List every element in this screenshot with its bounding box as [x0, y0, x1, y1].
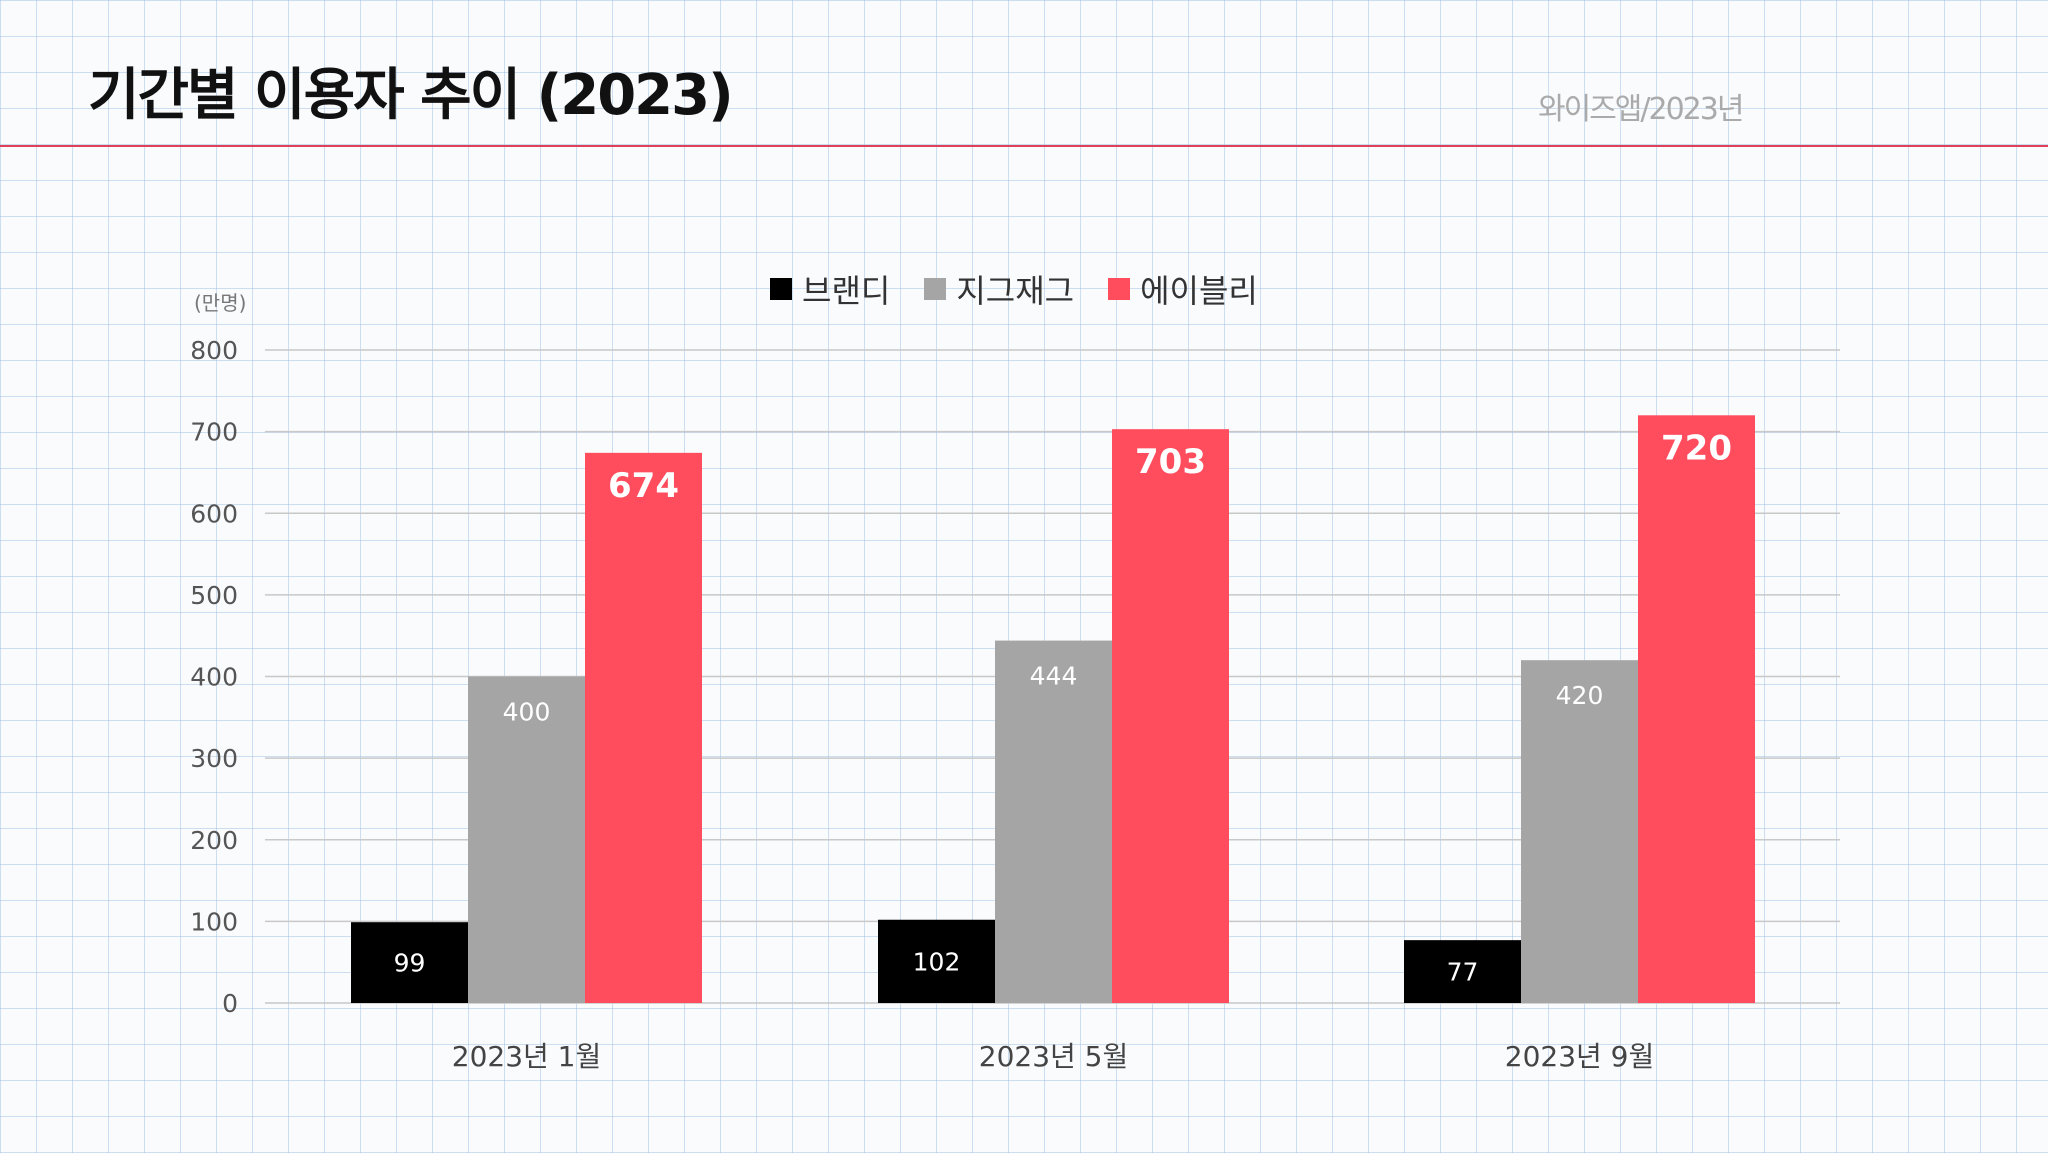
y-tick-label: 600: [190, 499, 238, 528]
data-label: 444: [1030, 662, 1078, 691]
bar: [1521, 660, 1638, 1003]
y-axis-unit-label: (만명): [194, 291, 246, 315]
data-label: 102: [913, 947, 961, 976]
y-tick-label: 0: [222, 989, 238, 1018]
source-label: 와이즈앱/2023년: [1538, 92, 1744, 127]
legend-swatch: [924, 278, 947, 300]
y-tick-label: 100: [190, 907, 238, 936]
data-label: 420: [1556, 681, 1604, 710]
bar: [878, 919, 995, 1003]
x-tick-label: 2023년 5월: [979, 1040, 1129, 1073]
y-tick-label: 200: [190, 826, 238, 855]
bar: [468, 676, 585, 1003]
legend-label: 에이블리: [1140, 272, 1258, 310]
legend-label: 브랜디: [802, 272, 891, 310]
y-tick-label: 500: [190, 581, 238, 610]
x-tick-label: 2023년 1월: [452, 1040, 602, 1073]
y-tick-label: 300: [190, 744, 238, 773]
data-label: 674: [608, 466, 679, 506]
legend-item-ably: 에이블리: [1108, 266, 1258, 312]
bar: [1638, 415, 1755, 1003]
chart-title: 기간별 이용자 추이 (2023): [88, 63, 734, 128]
legend: 브랜디 지그재그 에이블리: [770, 266, 1258, 312]
data-label: 703: [1135, 442, 1206, 482]
y-tick-label: 400: [190, 663, 238, 692]
bar: [1404, 940, 1521, 1003]
header-divider: [0, 145, 2048, 147]
bar: [585, 452, 702, 1003]
data-label: 99: [394, 949, 426, 978]
bar: [1112, 429, 1229, 1003]
legend-label: 지그재그: [956, 272, 1075, 310]
legend-swatch: [770, 278, 792, 300]
legend-swatch: [1108, 278, 1131, 300]
legend-item-zigzag: 지그재그: [924, 266, 1074, 312]
legend-item-brandi: 브랜디: [770, 266, 890, 312]
x-tick-label: 2023년 9월: [1505, 1040, 1655, 1073]
y-tick-label: 700: [190, 418, 238, 447]
bar: [351, 922, 468, 1003]
data-label: 77: [1447, 958, 1479, 987]
y-tick-label: 800: [190, 336, 238, 365]
data-label: 400: [503, 698, 551, 727]
data-label: 720: [1661, 428, 1732, 468]
bar: [995, 640, 1112, 1003]
